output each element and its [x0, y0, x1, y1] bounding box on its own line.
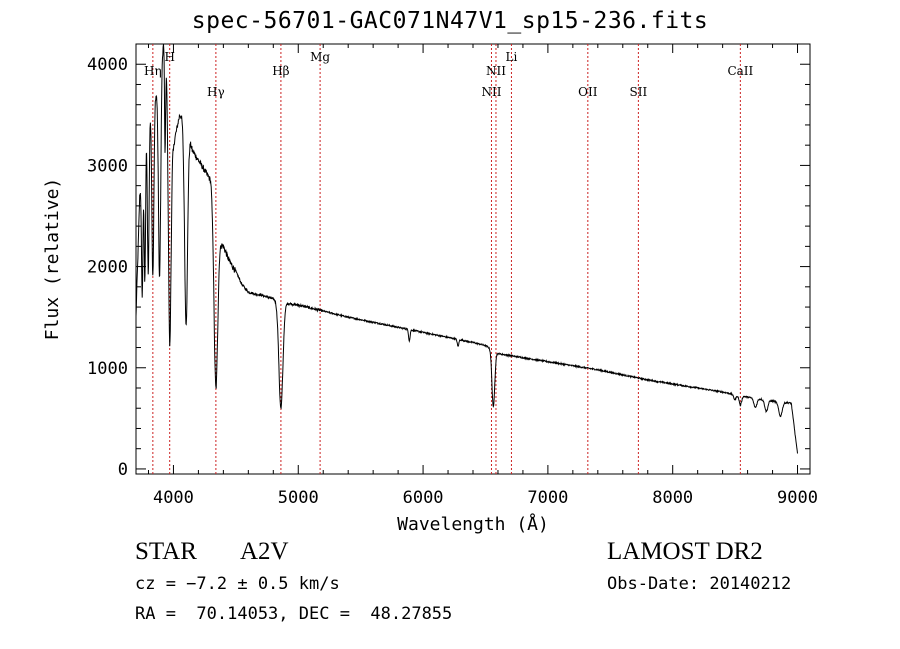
spectral-line-label: SII: [630, 85, 648, 99]
x-tick-label: 5000: [278, 488, 319, 508]
y-tick-label: 0: [118, 460, 128, 480]
x-tick-label: 6000: [403, 488, 444, 508]
plot-frame: [135, 43, 811, 475]
redshift-cz: cz = −7.2 ± 0.5 km/s: [135, 574, 340, 594]
y-tick-label: 2000: [87, 258, 128, 278]
spectral-line-label: Hη: [144, 64, 162, 78]
spectral-line-label: Hβ: [272, 64, 289, 78]
object-class: STAR: [135, 538, 197, 565]
spectral-line-label: NII: [486, 64, 506, 78]
axis-ticks: 4000 5000 6000 7000 8000 9000 0 1000 2000 3000 400…: [87, 43, 818, 508]
chart-title: spec-56701-GAC071N47V1_sp15-236.fits: [191, 8, 709, 34]
y-axis-label: Flux (relative): [42, 178, 63, 341]
spectrum-line: [135, 44, 798, 454]
x-tick-label: 4000: [153, 488, 194, 508]
spectral-line-label: Li: [506, 50, 518, 64]
y-tick-label: 4000: [87, 55, 128, 75]
x-tick-label: 7000: [527, 488, 568, 508]
x-axis-label: Wavelength (Å): [397, 513, 549, 535]
coordinates: RA = 70.14053, DEC = 48.27855: [135, 604, 453, 624]
spectral-line-label: Mg: [310, 50, 330, 64]
survey-name: LAMOST DR2: [607, 538, 763, 565]
observation-date: Obs-Date: 20140212: [607, 574, 792, 594]
spectral-line-label: OII: [578, 85, 598, 99]
object-subclass: A2V: [240, 538, 289, 565]
spectral-line-label: H: [164, 50, 174, 64]
x-tick-label: 8000: [652, 488, 693, 508]
spectral-line-label: CaII: [727, 64, 753, 78]
x-tick-label: 9000: [777, 488, 818, 508]
y-tick-label: 3000: [87, 156, 128, 176]
y-tick-label: 1000: [87, 359, 128, 379]
spectral-line-label: Hγ: [207, 85, 225, 99]
spectral-line-label: NII: [481, 85, 501, 99]
